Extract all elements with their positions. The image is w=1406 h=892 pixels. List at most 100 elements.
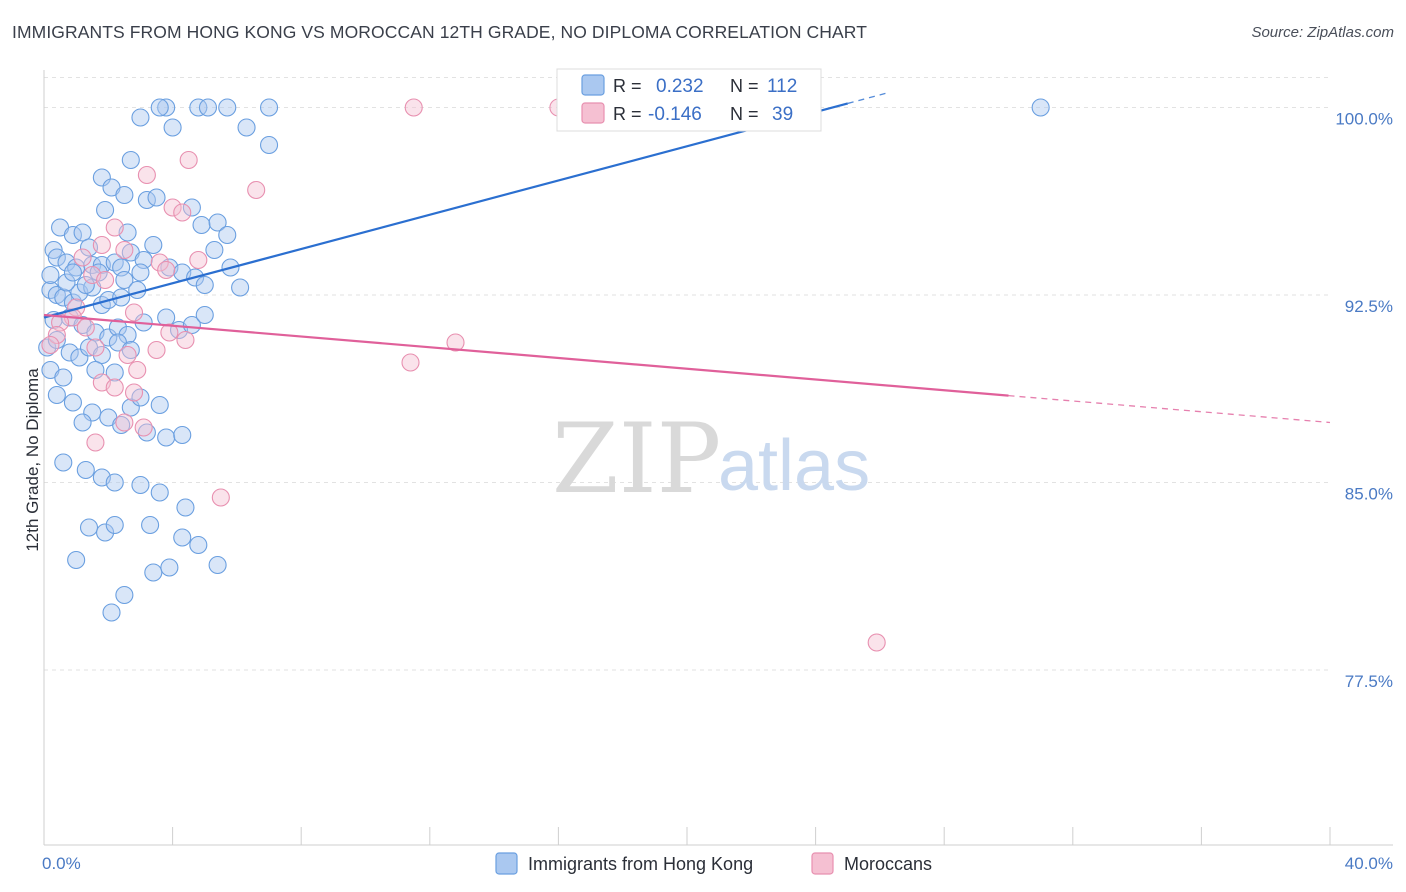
moroccans-point-13 — [157, 260, 176, 280]
legend-swatch-hong-kong — [495, 852, 518, 875]
moroccans-point-21 — [47, 325, 66, 345]
trend-lines — [43, 91, 1331, 424]
hong-kong-point-12 — [92, 168, 111, 187]
hong-kong-point-101 — [176, 498, 195, 517]
hong-kong-point-104 — [105, 515, 124, 535]
x-tick-label-right: 40.0% — [1345, 854, 1393, 873]
y-axis-label: 12th Grade, No Diploma — [23, 368, 42, 552]
moroccans-point-33 — [124, 383, 144, 402]
hong-kong-point-70 — [195, 305, 214, 325]
hong-kong-point-6 — [218, 98, 237, 117]
stats-r-label-a: R = — [613, 76, 642, 96]
moroccans-point-30 — [128, 360, 147, 380]
hong-kong-point-10 — [1031, 98, 1050, 117]
hong-kong-point-21 — [218, 225, 237, 245]
moroccans-point-35 — [134, 418, 153, 437]
moroccans-point-38 — [867, 633, 886, 652]
hong-kong-point-90 — [73, 413, 92, 432]
hong-kong-point-37 — [144, 235, 163, 255]
moroccans-point-32 — [105, 378, 124, 397]
hong-kong-point-19 — [192, 215, 211, 235]
stats-n-label-b: N = — [730, 104, 759, 124]
hong-kong-point-98 — [105, 473, 124, 492]
series-hong-kong-points — [38, 98, 1050, 622]
hong-kong-point-0 — [131, 108, 150, 127]
trend-line-dashed-1 — [1008, 394, 1331, 424]
stats-n-value-b: 39 — [772, 104, 793, 125]
moroccans-point-11 — [189, 250, 208, 270]
hong-kong-point-20 — [208, 213, 227, 232]
y-tick-label-3: 77.5% — [1345, 672, 1393, 691]
hong-kong-point-71 — [38, 338, 57, 357]
hong-kong-point-82 — [105, 363, 124, 382]
legend-swatch-moroccans — [811, 852, 834, 875]
hong-kong-point-1 — [157, 98, 176, 117]
moroccans-point-9 — [115, 240, 134, 260]
hong-kong-point-96 — [76, 460, 95, 480]
hong-kong-point-87 — [121, 398, 140, 417]
hong-kong-point-29 — [57, 253, 76, 272]
moroccans-point-22 — [160, 323, 179, 342]
hong-kong-point-102 — [79, 518, 99, 537]
trend-line-solid-0 — [43, 102, 849, 319]
hong-kong-point-18 — [182, 198, 201, 217]
hong-kong-point-103 — [96, 523, 115, 542]
moroccans-point-27 — [118, 345, 137, 365]
hong-kong-point-106 — [173, 528, 192, 547]
axes — [43, 70, 1393, 846]
moroccans-point-10 — [73, 248, 92, 267]
moroccans-point-6 — [173, 203, 192, 222]
stats-r-value-b: -0.146 — [648, 104, 702, 125]
hong-kong-point-67 — [157, 308, 176, 327]
hong-kong-point-56 — [41, 265, 60, 285]
hong-kong-point-94 — [173, 425, 192, 445]
hong-kong-point-108 — [144, 563, 163, 582]
y-tick-label-0: 100.0% — [1335, 110, 1393, 129]
moroccans-point-28 — [401, 353, 420, 372]
hong-kong-point-25 — [73, 223, 92, 242]
moroccans-point-37 — [211, 488, 230, 507]
hong-kong-point-2 — [163, 118, 182, 137]
moroccans-point-24 — [41, 335, 60, 355]
series-moroccans-points — [41, 98, 886, 652]
hong-kong-point-113 — [189, 535, 208, 555]
hong-kong-point-58 — [76, 275, 95, 295]
hong-kong-point-43 — [205, 240, 224, 260]
hong-kong-point-14 — [115, 185, 134, 205]
moroccans-point-0 — [404, 98, 423, 117]
hong-kong-point-57 — [57, 273, 76, 292]
hong-kong-point-7 — [237, 118, 256, 137]
hong-kong-point-63 — [99, 328, 118, 347]
hong-kong-point-31 — [83, 255, 102, 275]
hong-kong-point-17 — [147, 188, 166, 207]
moroccans-point-4 — [247, 180, 266, 200]
stats-n-value-a: 112 — [767, 76, 797, 97]
watermark-atlas: atlas — [718, 426, 870, 506]
hong-kong-point-92 — [137, 423, 156, 442]
trend-line-solid-1 — [43, 313, 1009, 397]
hong-kong-point-65 — [118, 325, 137, 345]
hong-kong-point-99 — [131, 475, 150, 495]
stats-legend: R = 0.232 N = 112 R = -0.146 N = 39 — [556, 68, 822, 132]
hong-kong-point-107 — [67, 550, 86, 570]
hong-kong-point-74 — [70, 348, 89, 367]
moroccans-point-12 — [150, 253, 169, 272]
hong-kong-point-93 — [157, 428, 176, 447]
hong-kong-point-38 — [131, 263, 150, 282]
hong-kong-point-44 — [195, 275, 214, 295]
hong-kong-point-28 — [47, 248, 66, 267]
x-tick-label-left: 0.0% — [42, 854, 81, 873]
watermark: ZIP atlas — [552, 403, 870, 515]
moroccans-point-36 — [86, 433, 105, 452]
y-tick-label-1: 92.5% — [1345, 297, 1393, 316]
trend-line-dashed-0 — [847, 91, 889, 105]
moroccans-point-29 — [446, 333, 465, 352]
stats-r-value-a: 0.232 — [656, 76, 704, 97]
grid-lines — [44, 77, 1330, 671]
moroccans-point-17 — [124, 303, 144, 322]
moroccans-point-8 — [92, 235, 111, 255]
moroccans-point-23 — [176, 330, 195, 350]
moroccans-point-26 — [147, 340, 166, 360]
hong-kong-point-73 — [60, 343, 79, 362]
